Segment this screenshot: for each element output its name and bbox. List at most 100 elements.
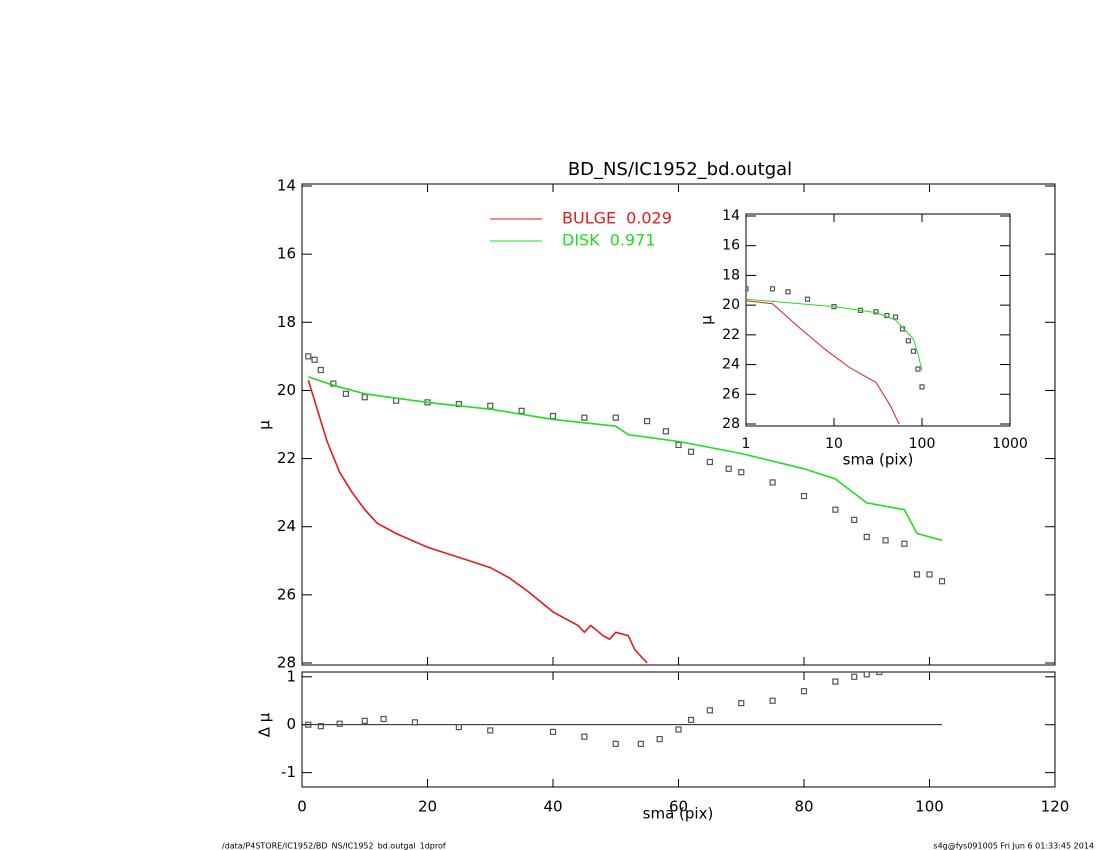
series-line: [307, 379, 648, 664]
series-line: [746, 298, 923, 371]
data-point: [905, 338, 911, 344]
data-point: [612, 414, 619, 421]
y-tick-label: 0: [286, 715, 296, 733]
y-axis-label: μ: [256, 420, 274, 430]
data-point: [662, 428, 670, 435]
data-point: [317, 366, 324, 374]
y-tick-label: 18: [722, 267, 740, 283]
legend-fraction: 0.029: [626, 209, 672, 228]
plot-frame: [745, 213, 1011, 427]
y-tick-label: 18: [277, 313, 296, 331]
x-tick-label: 0: [297, 798, 307, 816]
data-point: [892, 314, 899, 320]
data-point: [675, 441, 682, 449]
data-point: [317, 723, 324, 730]
data-point: [863, 672, 870, 678]
data-point: [380, 715, 387, 723]
chart-title: BD_NS/IC1952_bd.outgal: [568, 159, 792, 180]
data-point: [832, 506, 839, 513]
y-tick-label: 14: [277, 177, 296, 195]
data-point: [656, 735, 663, 743]
x-tick-label: 1000: [992, 436, 1028, 452]
x-tick-label: 120: [1041, 798, 1070, 816]
series-line: [308, 376, 943, 542]
y-axis-label: Δ μ: [256, 712, 274, 737]
data-point: [910, 348, 917, 354]
data-point: [851, 673, 858, 680]
x-tick-label: 100: [909, 436, 936, 452]
legend-label: DISK: [562, 231, 600, 250]
y-tick-label: 28: [277, 654, 296, 672]
data-point: [882, 537, 889, 544]
plot-frame: [301, 183, 1056, 666]
data-point: [926, 571, 933, 578]
series-line: [746, 300, 900, 425]
data-point: [336, 720, 343, 727]
data-point: [311, 356, 318, 363]
plot-frame: [301, 671, 1056, 788]
x-tick-label: 10: [825, 436, 843, 452]
y-tick-label: 16: [277, 245, 296, 263]
data-point: [361, 717, 368, 724]
data-point: [361, 394, 368, 401]
y-tick-label: 26: [277, 585, 296, 603]
x-tick-label: 20: [418, 798, 437, 816]
data-point: [706, 707, 713, 714]
data-point: [411, 719, 419, 726]
y-tick-label: 20: [277, 381, 296, 399]
data-point: [706, 458, 713, 466]
data-point: [487, 727, 494, 734]
y-tick-label: 28: [722, 416, 740, 432]
x-tick-label: 40: [543, 798, 562, 816]
data-point: [549, 728, 557, 735]
data-point: [644, 417, 651, 425]
x-tick-label: 80: [794, 798, 813, 816]
data-point: [305, 721, 312, 728]
data-point: [518, 407, 525, 414]
data-point: [913, 571, 921, 578]
data-point: [738, 469, 745, 476]
data-point: [851, 516, 858, 524]
y-tick-label: 22: [722, 327, 740, 343]
data-point: [863, 533, 870, 541]
legend-fraction: 0.971: [610, 231, 656, 250]
data-point: [612, 740, 619, 747]
legend-label: BULGE: [562, 209, 616, 228]
data-point: [637, 740, 644, 747]
y-tick-label: 24: [722, 357, 740, 373]
data-point: [901, 540, 908, 547]
data-point: [455, 724, 462, 731]
footer-right: s4g@fys091005 Fri Jun 6 01:33:45 2014: [933, 842, 1094, 850]
y-tick-label: 16: [722, 238, 740, 254]
data-point: [832, 678, 839, 685]
y-tick-label: 14: [722, 208, 740, 224]
data-point: [769, 479, 776, 486]
x-tick-label: 1: [742, 436, 751, 452]
data-point: [581, 414, 588, 421]
y-tick-label: 1: [286, 667, 296, 685]
data-point: [800, 492, 808, 500]
data-point: [725, 465, 732, 472]
data-point: [549, 412, 557, 420]
data-point: [342, 390, 350, 397]
data-point: [738, 700, 745, 707]
data-point: [938, 578, 946, 585]
data-point: [915, 366, 921, 372]
y-tick-label: 22: [277, 449, 296, 467]
data-point: [305, 353, 312, 360]
data-point: [487, 402, 494, 409]
plot-area: [305, 353, 946, 664]
data-point: [800, 688, 808, 695]
y-tick-label: 24: [277, 517, 296, 535]
data-point: [785, 289, 791, 295]
data-point: [919, 384, 925, 390]
x-axis-label: sma (pix): [643, 805, 714, 823]
y-tick-label: -1: [281, 763, 296, 781]
y-tick-label: 26: [722, 386, 740, 402]
data-point: [687, 716, 695, 724]
plot-area: [302, 672, 942, 747]
x-tick-label: 100: [915, 798, 944, 816]
x-tick-label: 60: [669, 798, 688, 816]
y-axis-label: μ: [698, 315, 716, 325]
